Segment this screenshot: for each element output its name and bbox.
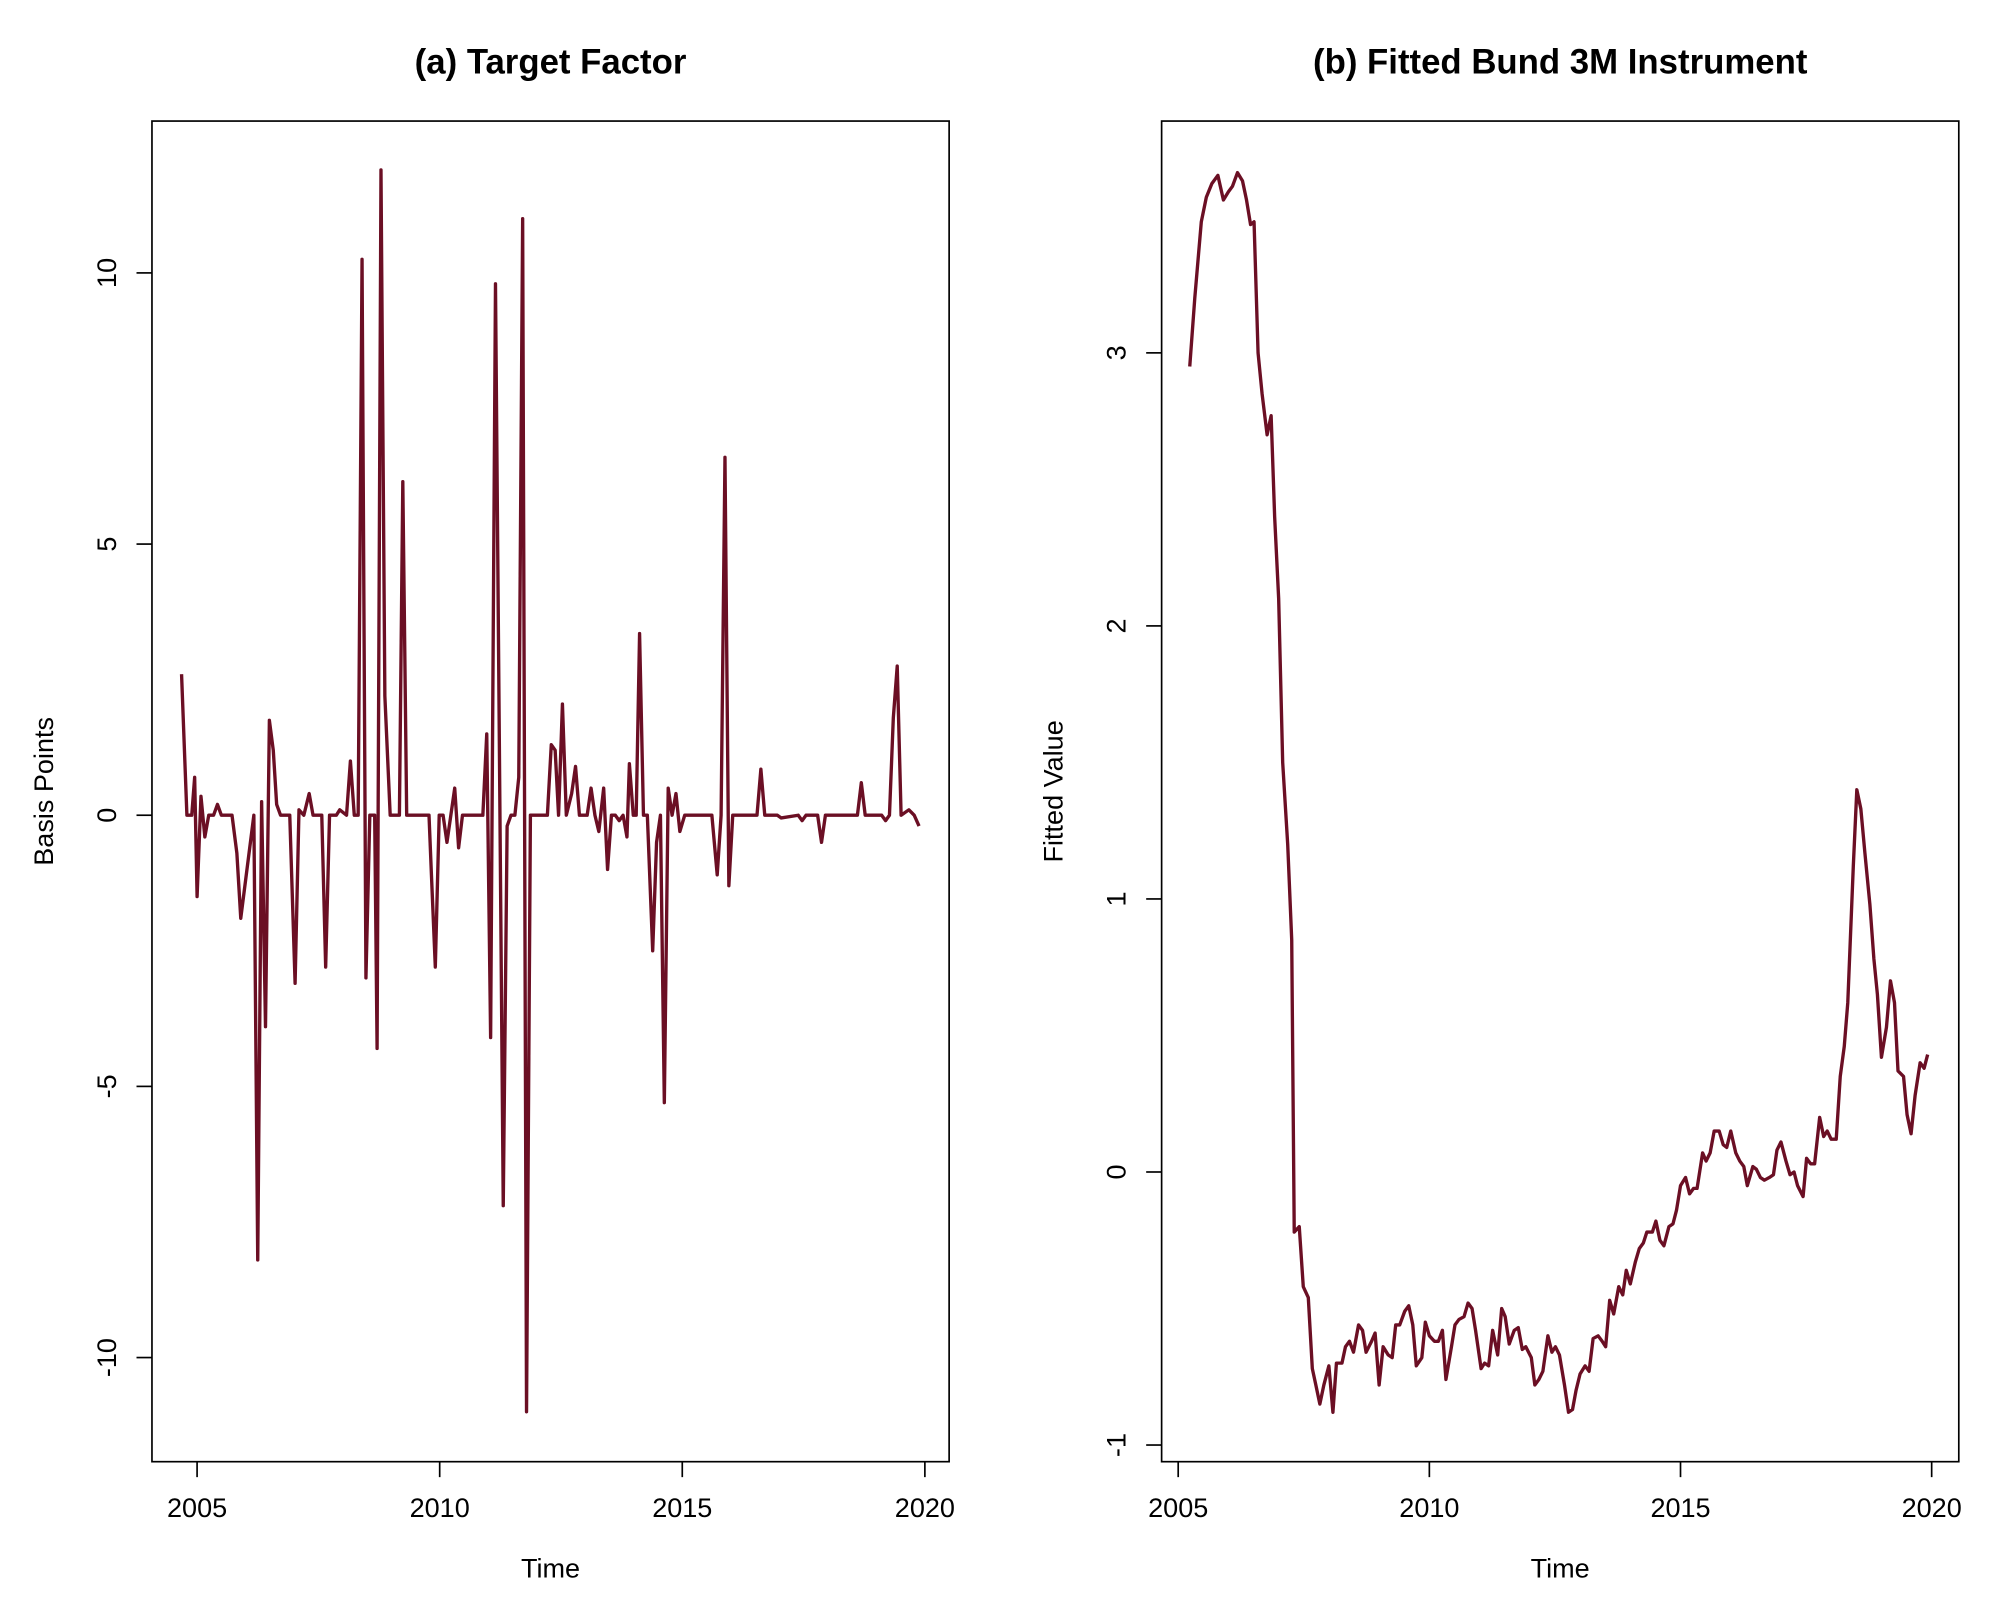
x-tick-label: 2010 bbox=[410, 1493, 470, 1523]
y-tick-label: 0 bbox=[92, 808, 122, 823]
y-tick-label: 5 bbox=[92, 537, 122, 552]
x-tick-label: 2020 bbox=[1902, 1493, 1962, 1523]
y-tick-label: -10 bbox=[92, 1338, 122, 1377]
y-tick-label: 0 bbox=[1102, 1164, 1132, 1179]
data-line bbox=[179, 168, 921, 1414]
data-line bbox=[1188, 170, 1930, 1414]
x-tick-label: 2015 bbox=[652, 1493, 712, 1523]
plot-frame bbox=[1160, 120, 1960, 1463]
y-axis-label: Basis Points bbox=[29, 717, 59, 866]
x-tick-label: 2015 bbox=[1650, 1493, 1710, 1523]
plot-frame bbox=[151, 120, 950, 1463]
x-axis-label: Time bbox=[1531, 1554, 1590, 1584]
y-tick-label: 2 bbox=[1102, 618, 1132, 633]
y-axis-label: Fitted Value bbox=[1038, 720, 1068, 862]
x-tick-label: 2005 bbox=[1148, 1493, 1208, 1523]
x-tick-label: 2005 bbox=[167, 1493, 227, 1523]
y-tick-label: 3 bbox=[1102, 345, 1132, 360]
x-axis-label: Time bbox=[521, 1554, 580, 1584]
chart-title: (b) Fitted Bund 3M Instrument bbox=[1313, 43, 1808, 81]
chart-title: (a) Target Factor bbox=[415, 43, 687, 81]
y-tick-label: -5 bbox=[92, 1074, 122, 1098]
y-tick-label: -1 bbox=[1102, 1433, 1132, 1457]
x-tick-label: 2020 bbox=[895, 1493, 955, 1523]
y-tick-label: 10 bbox=[92, 258, 122, 288]
y-tick-label: 1 bbox=[1102, 891, 1132, 906]
x-tick-label: 2010 bbox=[1399, 1493, 1459, 1523]
